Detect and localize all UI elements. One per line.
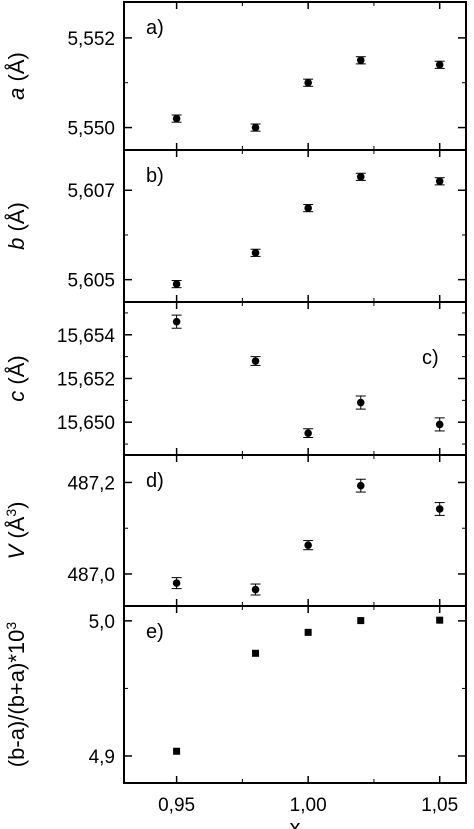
panel-label: c) [422,347,439,369]
panel-label: a) [146,17,164,39]
data-point [356,481,365,490]
y-tick-label: 487,2 [67,473,115,494]
x-axis-label: x [290,815,301,829]
panel-2: 5,605 5,607 b) b (Å) [4,149,467,303]
plot-frame [123,149,467,303]
data-point [172,114,181,123]
data-point [436,616,444,624]
data-point [304,78,312,87]
y-axis-label: b (Å) [4,202,29,250]
data-point [251,123,260,132]
data-point [251,357,260,365]
y-tick-label: 5,550 [67,119,115,140]
data-point [356,56,365,65]
data-point [435,420,444,429]
panel-label: b) [146,165,164,187]
x-tick-label: 0,95 [158,795,195,816]
x-tick-label: 1,00 [290,795,327,816]
y-tick-label: 4,9 [89,747,115,768]
panel-label: e) [146,621,164,643]
data-point [252,649,260,657]
data-point [173,747,181,755]
y-tick-label: 5,607 [67,181,115,202]
panel-label: d) [146,470,164,492]
data-point [357,617,365,625]
y-axis-label: (b-a)/(b+a)*103 [3,622,29,768]
data-point [356,173,365,181]
data-point [304,628,312,636]
data-point [435,177,444,186]
x-tick-label: 1,05 [421,795,458,816]
data-point [304,429,312,437]
y-axis-label: a (Å) [4,52,29,100]
y-tick-label: 15,654 [57,326,116,347]
panel-4: 487,0 487,2 d) V (Å3) [3,454,467,607]
y-tick-label: 5,605 [67,271,115,292]
data-point [251,249,260,257]
panel-5: 4,9 5,0 e) (b-a)/(b+a)*103 0,95 1,00 1,05 x [3,605,467,829]
data-point [251,585,260,594]
y-tick-label: 487,0 [67,565,115,586]
y-axis-label: V (Å3) [3,502,29,560]
panel-3: 15,650 15,652 15,654 c) c (Å) [4,301,467,456]
y-tick-label: 5,552 [67,29,115,50]
data-point [172,317,181,326]
y-tick-label: 15,650 [57,413,115,434]
plot-frame [123,605,467,784]
data-point [172,280,181,288]
data-point [304,541,312,549]
data-point [435,60,444,69]
data-point [356,398,365,407]
y-axis-label: c (Å) [4,355,29,401]
y-tick-label: 15,652 [57,370,115,391]
plot-frame [123,1,467,151]
data-point [304,204,312,212]
data-point [435,505,444,513]
y-tick-label: 5,0 [89,612,115,633]
data-point [172,579,181,587]
panel-1: 5,550 5,552 a) a (Å) [4,1,467,151]
